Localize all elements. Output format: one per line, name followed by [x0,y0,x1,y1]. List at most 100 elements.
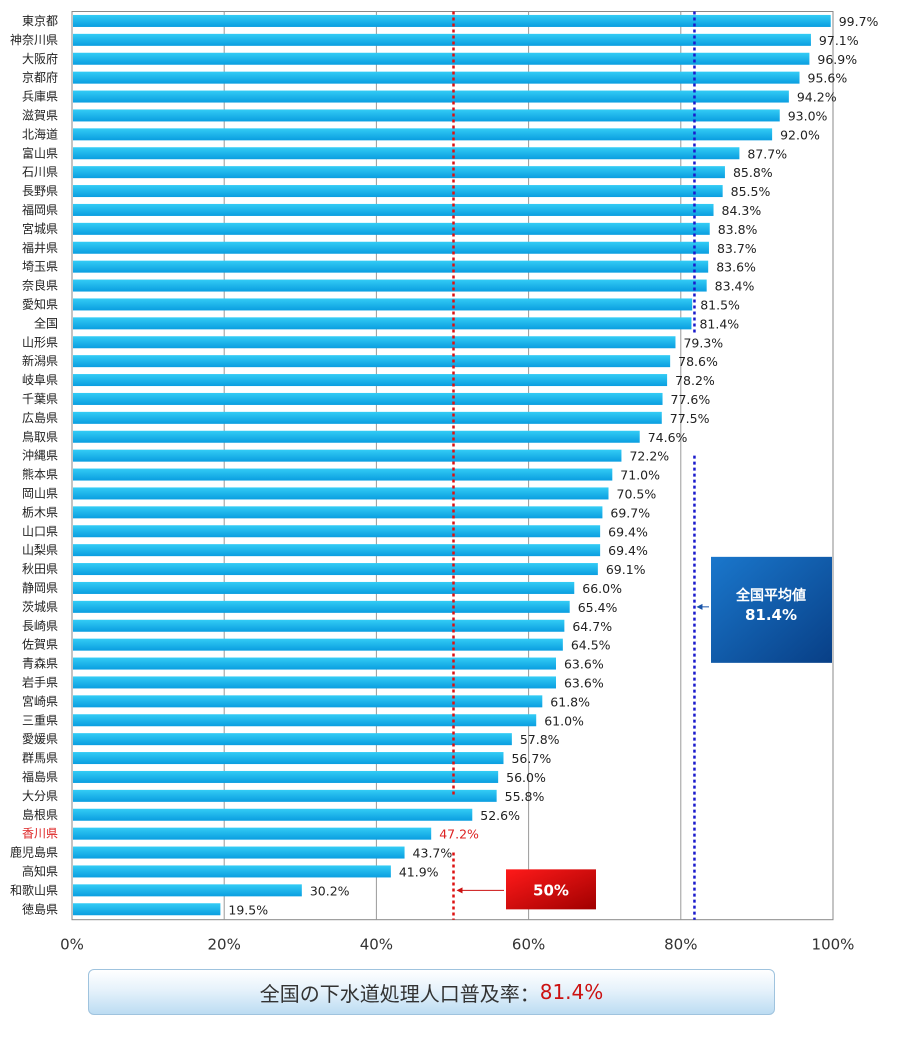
bar [73,468,613,481]
bar [73,506,603,519]
value-label: 84.3% [722,203,762,218]
category-label: 鳥取県 [22,429,58,444]
bar [73,222,710,235]
category-label: 福井県 [22,240,58,255]
bar [73,865,391,878]
average-callout-value: 81.4% [745,606,797,624]
value-label: 69.1% [606,562,646,577]
value-label: 85.8% [733,165,773,180]
bar [73,525,601,538]
category-label: 青森県 [22,656,58,671]
category-label: 香川県 [22,827,58,841]
category-label: 秋田県 [22,562,58,576]
category-label: 宮城県 [22,221,58,236]
value-label: 70.5% [617,486,657,501]
category-label: 東京都 [22,14,58,28]
bar [73,563,598,576]
value-label: 87.7% [747,146,787,161]
value-label: 52.6% [480,808,520,823]
x-tick-label: 20% [208,936,241,954]
category-label: 広島県 [22,410,58,425]
bar [73,374,668,387]
bar-chart: 全国平均値 81.4% 50% 東京都 99.7% 神奈川県 97.1% 大阪府 96.9% 京… [10,11,879,954]
category-label: 沖縄県 [22,448,58,463]
summary-label: 全国の下水道処理人口普及率： [259,981,540,1006]
bar [73,166,725,179]
value-label: 93.0% [788,108,828,123]
bars-layer [73,14,831,916]
value-label: 56.0% [506,770,546,785]
value-label: 95.6% [808,71,848,86]
category-label: 埼玉県 [22,260,58,274]
bar [73,147,740,160]
category-label: 北海道 [22,126,58,141]
bar [73,355,671,368]
value-label: 85.5% [731,184,771,199]
category-label: 兵庫県 [22,90,58,104]
x-tick-label: 80% [664,936,697,954]
category-label: 京都府 [22,70,58,85]
bar [73,185,723,198]
bar [73,430,640,443]
category-label: 宮崎県 [22,693,58,708]
value-label: 78.6% [678,354,718,369]
value-label: 72.2% [629,449,669,464]
category-label: 栃木県 [22,505,58,519]
value-label: 74.6% [648,430,688,445]
bar [73,109,780,122]
x-axis: 0% 20% 40% 60% 80% 100% [60,936,854,954]
value-label: 83.4% [715,279,755,294]
value-label: 61.0% [544,713,584,728]
value-label: 57.8% [520,732,560,747]
bar [73,90,789,103]
bar [73,789,497,802]
reference-layer: 全国平均値 81.4% 50% [452,11,832,920]
bar [73,657,556,670]
category-label: 福岡県 [22,202,58,217]
national-rate-summary: 全国の下水道処理人口普及率： 81.4% [88,969,775,1015]
bar [73,336,676,349]
bar [73,128,773,141]
category-label: 熊本県 [22,467,58,482]
category-label: 島根県 [22,807,58,822]
value-label: 56.7% [511,751,551,766]
bar [73,71,800,84]
category-label: 新潟県 [22,353,58,368]
bar [73,392,663,405]
bar [73,808,473,821]
category-label: 和歌山県 [10,882,58,897]
bar [73,279,707,292]
category-label: 鹿児島県 [10,845,58,860]
value-label: 66.0% [582,581,622,596]
bar [73,449,622,462]
bar [73,770,499,783]
average-callout-box [711,556,832,663]
value-label: 63.6% [564,675,604,690]
value-label: 79.3% [683,335,723,350]
value-label: 81.4% [699,316,739,331]
value-label: 47.2% [439,827,479,842]
bar [73,317,692,330]
bar [73,14,831,27]
category-label: 三重県 [22,713,58,727]
value-label: 94.2% [797,90,837,105]
category-label: 神奈川県 [10,33,58,47]
value-label: 64.7% [572,619,612,634]
bar [73,884,302,897]
value-label: 63.6% [564,657,604,672]
bar [73,241,709,254]
value-label: 69.7% [610,505,650,520]
x-tick-label: 60% [512,936,545,954]
bar [73,752,504,765]
category-label: 長崎県 [22,619,58,633]
value-label: 71.0% [620,468,660,483]
x-tick-label: 100% [812,936,855,954]
value-label: 69.4% [608,543,648,558]
bar [73,846,405,859]
category-label: 山梨県 [22,543,58,557]
value-label: 99.7% [839,14,879,29]
summary-value: 81.4% [539,980,604,1004]
value-label: 43.7% [413,846,453,861]
bar [73,638,563,651]
value-label: 81.5% [700,297,740,312]
